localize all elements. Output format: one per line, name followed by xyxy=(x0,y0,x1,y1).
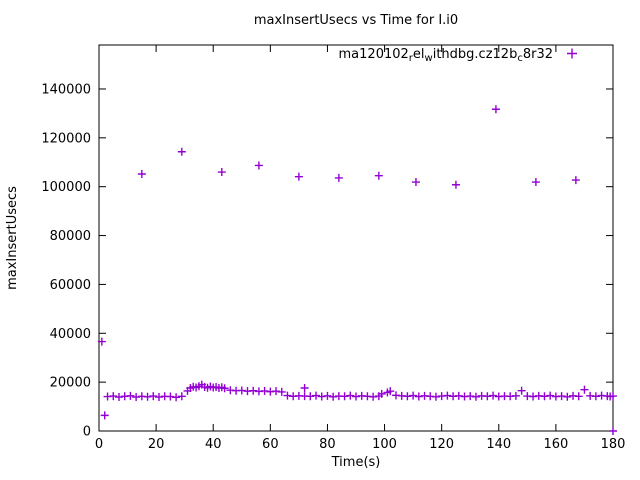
x-tick-label: 180 xyxy=(601,437,626,452)
data-point xyxy=(317,392,326,401)
x-tick-label: 160 xyxy=(543,437,568,452)
data-point xyxy=(114,393,123,402)
data-point xyxy=(377,389,386,398)
data-point xyxy=(352,392,360,401)
y-tick-label: 40000 xyxy=(50,327,91,342)
data-point xyxy=(306,392,315,401)
data-point xyxy=(540,392,549,401)
x-tick-label: 60 xyxy=(262,437,279,452)
data-point xyxy=(149,392,158,401)
data-point xyxy=(403,392,412,401)
data-point xyxy=(334,173,343,182)
x-tick-label: 140 xyxy=(486,437,511,452)
data-point xyxy=(374,171,383,180)
data-point xyxy=(346,391,355,400)
data-point xyxy=(489,391,498,400)
data-point xyxy=(557,392,566,401)
plot-border xyxy=(98,44,614,432)
x-tick-label: 20 xyxy=(148,437,165,452)
legend-marker-icon xyxy=(567,48,577,59)
x-tick-label: 120 xyxy=(429,437,454,452)
x-axis-label: Time(s) xyxy=(331,455,381,470)
data-point xyxy=(386,387,395,396)
data-point xyxy=(409,391,418,400)
data-point xyxy=(471,392,480,401)
x-tick-label: 0 xyxy=(95,437,103,452)
data-point xyxy=(217,168,226,177)
data-point xyxy=(100,411,109,420)
y-tick-label: 80000 xyxy=(50,229,91,244)
data-point xyxy=(237,386,246,395)
data-point xyxy=(126,391,135,400)
data-point xyxy=(414,392,423,401)
data-point xyxy=(137,169,146,178)
data-point xyxy=(563,392,572,401)
data-point xyxy=(166,392,175,401)
data-point xyxy=(431,392,440,401)
y-tick-label: 60000 xyxy=(50,278,91,293)
data-point xyxy=(177,147,186,156)
data-point xyxy=(294,172,303,181)
x-tick-label: 40 xyxy=(205,437,222,452)
data-point xyxy=(143,392,152,401)
data-point xyxy=(154,393,163,402)
data-point xyxy=(312,391,321,400)
data-point xyxy=(97,337,106,346)
data-point xyxy=(369,392,378,401)
data-point xyxy=(300,384,309,393)
data-point xyxy=(466,392,475,401)
data-point xyxy=(329,392,338,401)
y-tick-label: 100000 xyxy=(41,180,91,195)
data-point xyxy=(546,391,555,400)
data-point xyxy=(249,386,258,395)
data-point xyxy=(272,387,281,396)
data-point xyxy=(591,392,600,401)
data-point xyxy=(411,178,420,187)
data-point xyxy=(177,392,186,401)
data-point xyxy=(511,391,520,400)
x-tick-label: 100 xyxy=(372,437,397,452)
data-point xyxy=(254,161,263,170)
y-tick-label: 140000 xyxy=(41,82,91,97)
y-tick-label: 0 xyxy=(83,425,91,440)
legend-label: ma120102relwithdbg.cz12bc8r32 xyxy=(339,47,553,64)
data-point xyxy=(609,427,617,435)
data-point xyxy=(323,391,332,400)
data-point xyxy=(517,386,526,395)
data-point xyxy=(443,391,452,400)
data-point xyxy=(220,384,229,393)
data-point xyxy=(483,392,492,401)
y-tick-label: 20000 xyxy=(50,376,91,391)
axis-ticks xyxy=(98,45,614,432)
chart-title: maxInsertUsecs vs Time for I.i0 xyxy=(254,13,458,28)
data-point xyxy=(340,392,349,401)
data-point xyxy=(132,393,141,402)
data-point xyxy=(531,178,540,187)
data-point xyxy=(571,176,580,185)
data-point xyxy=(172,393,181,402)
data-points xyxy=(97,105,617,435)
data-point xyxy=(574,392,583,401)
data-point xyxy=(109,392,118,401)
data-point xyxy=(491,105,500,114)
data-point xyxy=(283,391,292,400)
y-tick-label: 120000 xyxy=(41,131,91,146)
data-point xyxy=(454,391,463,400)
legend: ma120102relwithdbg.cz12bc8r32 xyxy=(339,47,577,64)
y-axis-label: maxInsertUsecs xyxy=(5,186,20,290)
tick-labels: 0 20 40 60 80 100 120 140 160 180 0 20000 40000 60000… xyxy=(41,82,625,452)
data-point xyxy=(529,392,538,401)
x-tick-label: 80 xyxy=(319,437,336,452)
data-point xyxy=(277,387,286,396)
data-point xyxy=(260,386,269,395)
data-point xyxy=(580,385,589,394)
data-point xyxy=(609,392,617,401)
data-point xyxy=(451,180,460,189)
